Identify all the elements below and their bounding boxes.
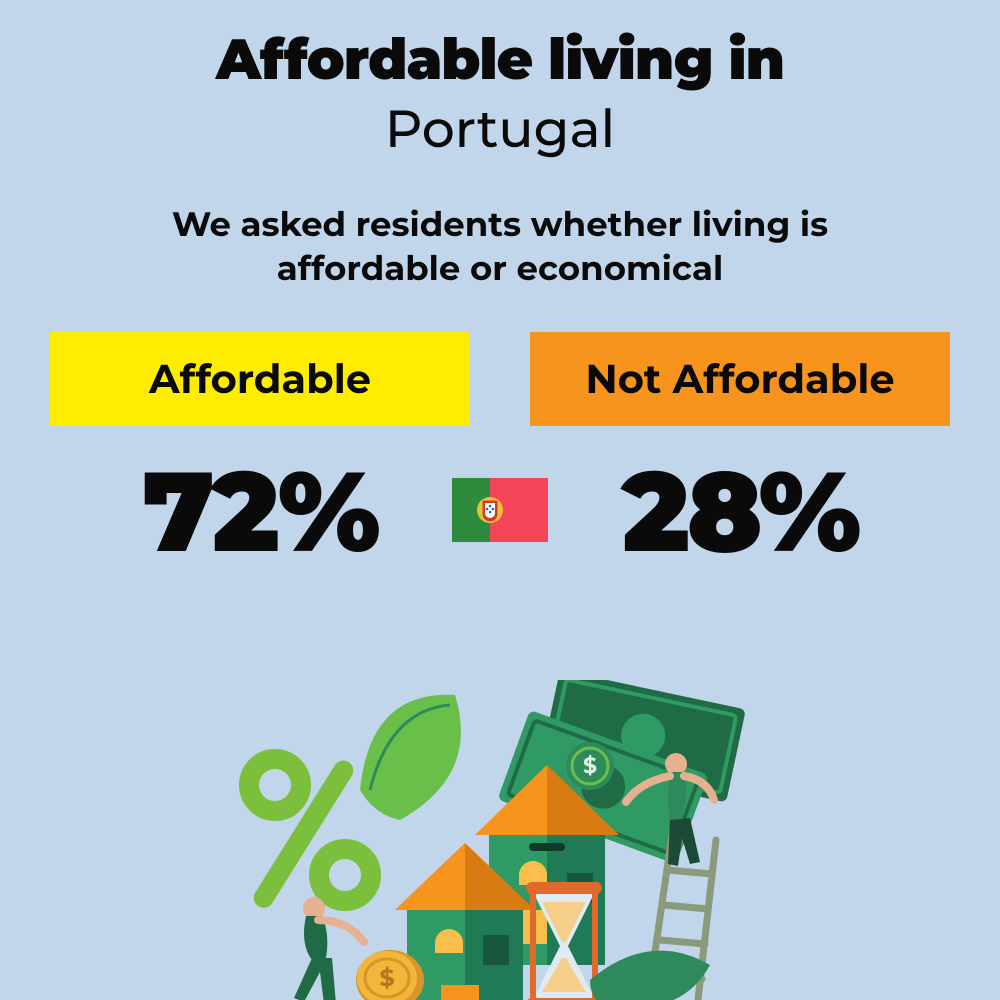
title-line2: Portugal (0, 98, 1000, 161)
affordable-percent: 72% (142, 444, 377, 580)
flag-icon (452, 478, 548, 542)
svg-text:$: $ (379, 964, 394, 993)
infographic-page: Affordable living in Portugal We asked r… (0, 0, 1000, 1000)
not-affordable-badge: Not Affordable (530, 332, 950, 426)
results-row: Affordable 72% Not Affordable 28% (0, 332, 1000, 580)
title-line1: Affordable living in (0, 26, 1000, 94)
not-affordable-column: Not Affordable 28% (530, 332, 950, 580)
affordable-column: Affordable 72% (50, 332, 470, 580)
percent-icon (249, 757, 371, 912)
savings-house-illustration: $ $ (230, 680, 790, 1000)
coin-icon: $ (566, 742, 614, 790)
affordable-badge: Affordable (50, 332, 470, 426)
not-affordable-percent: 28% (622, 444, 859, 580)
svg-text:$: $ (583, 752, 597, 779)
flag-portugal (452, 478, 548, 542)
flag-shield-icon (476, 494, 504, 526)
subtitle: We asked residents whether living is aff… (110, 203, 890, 290)
leaf-icon (590, 951, 710, 1000)
person-icon (294, 897, 364, 1000)
